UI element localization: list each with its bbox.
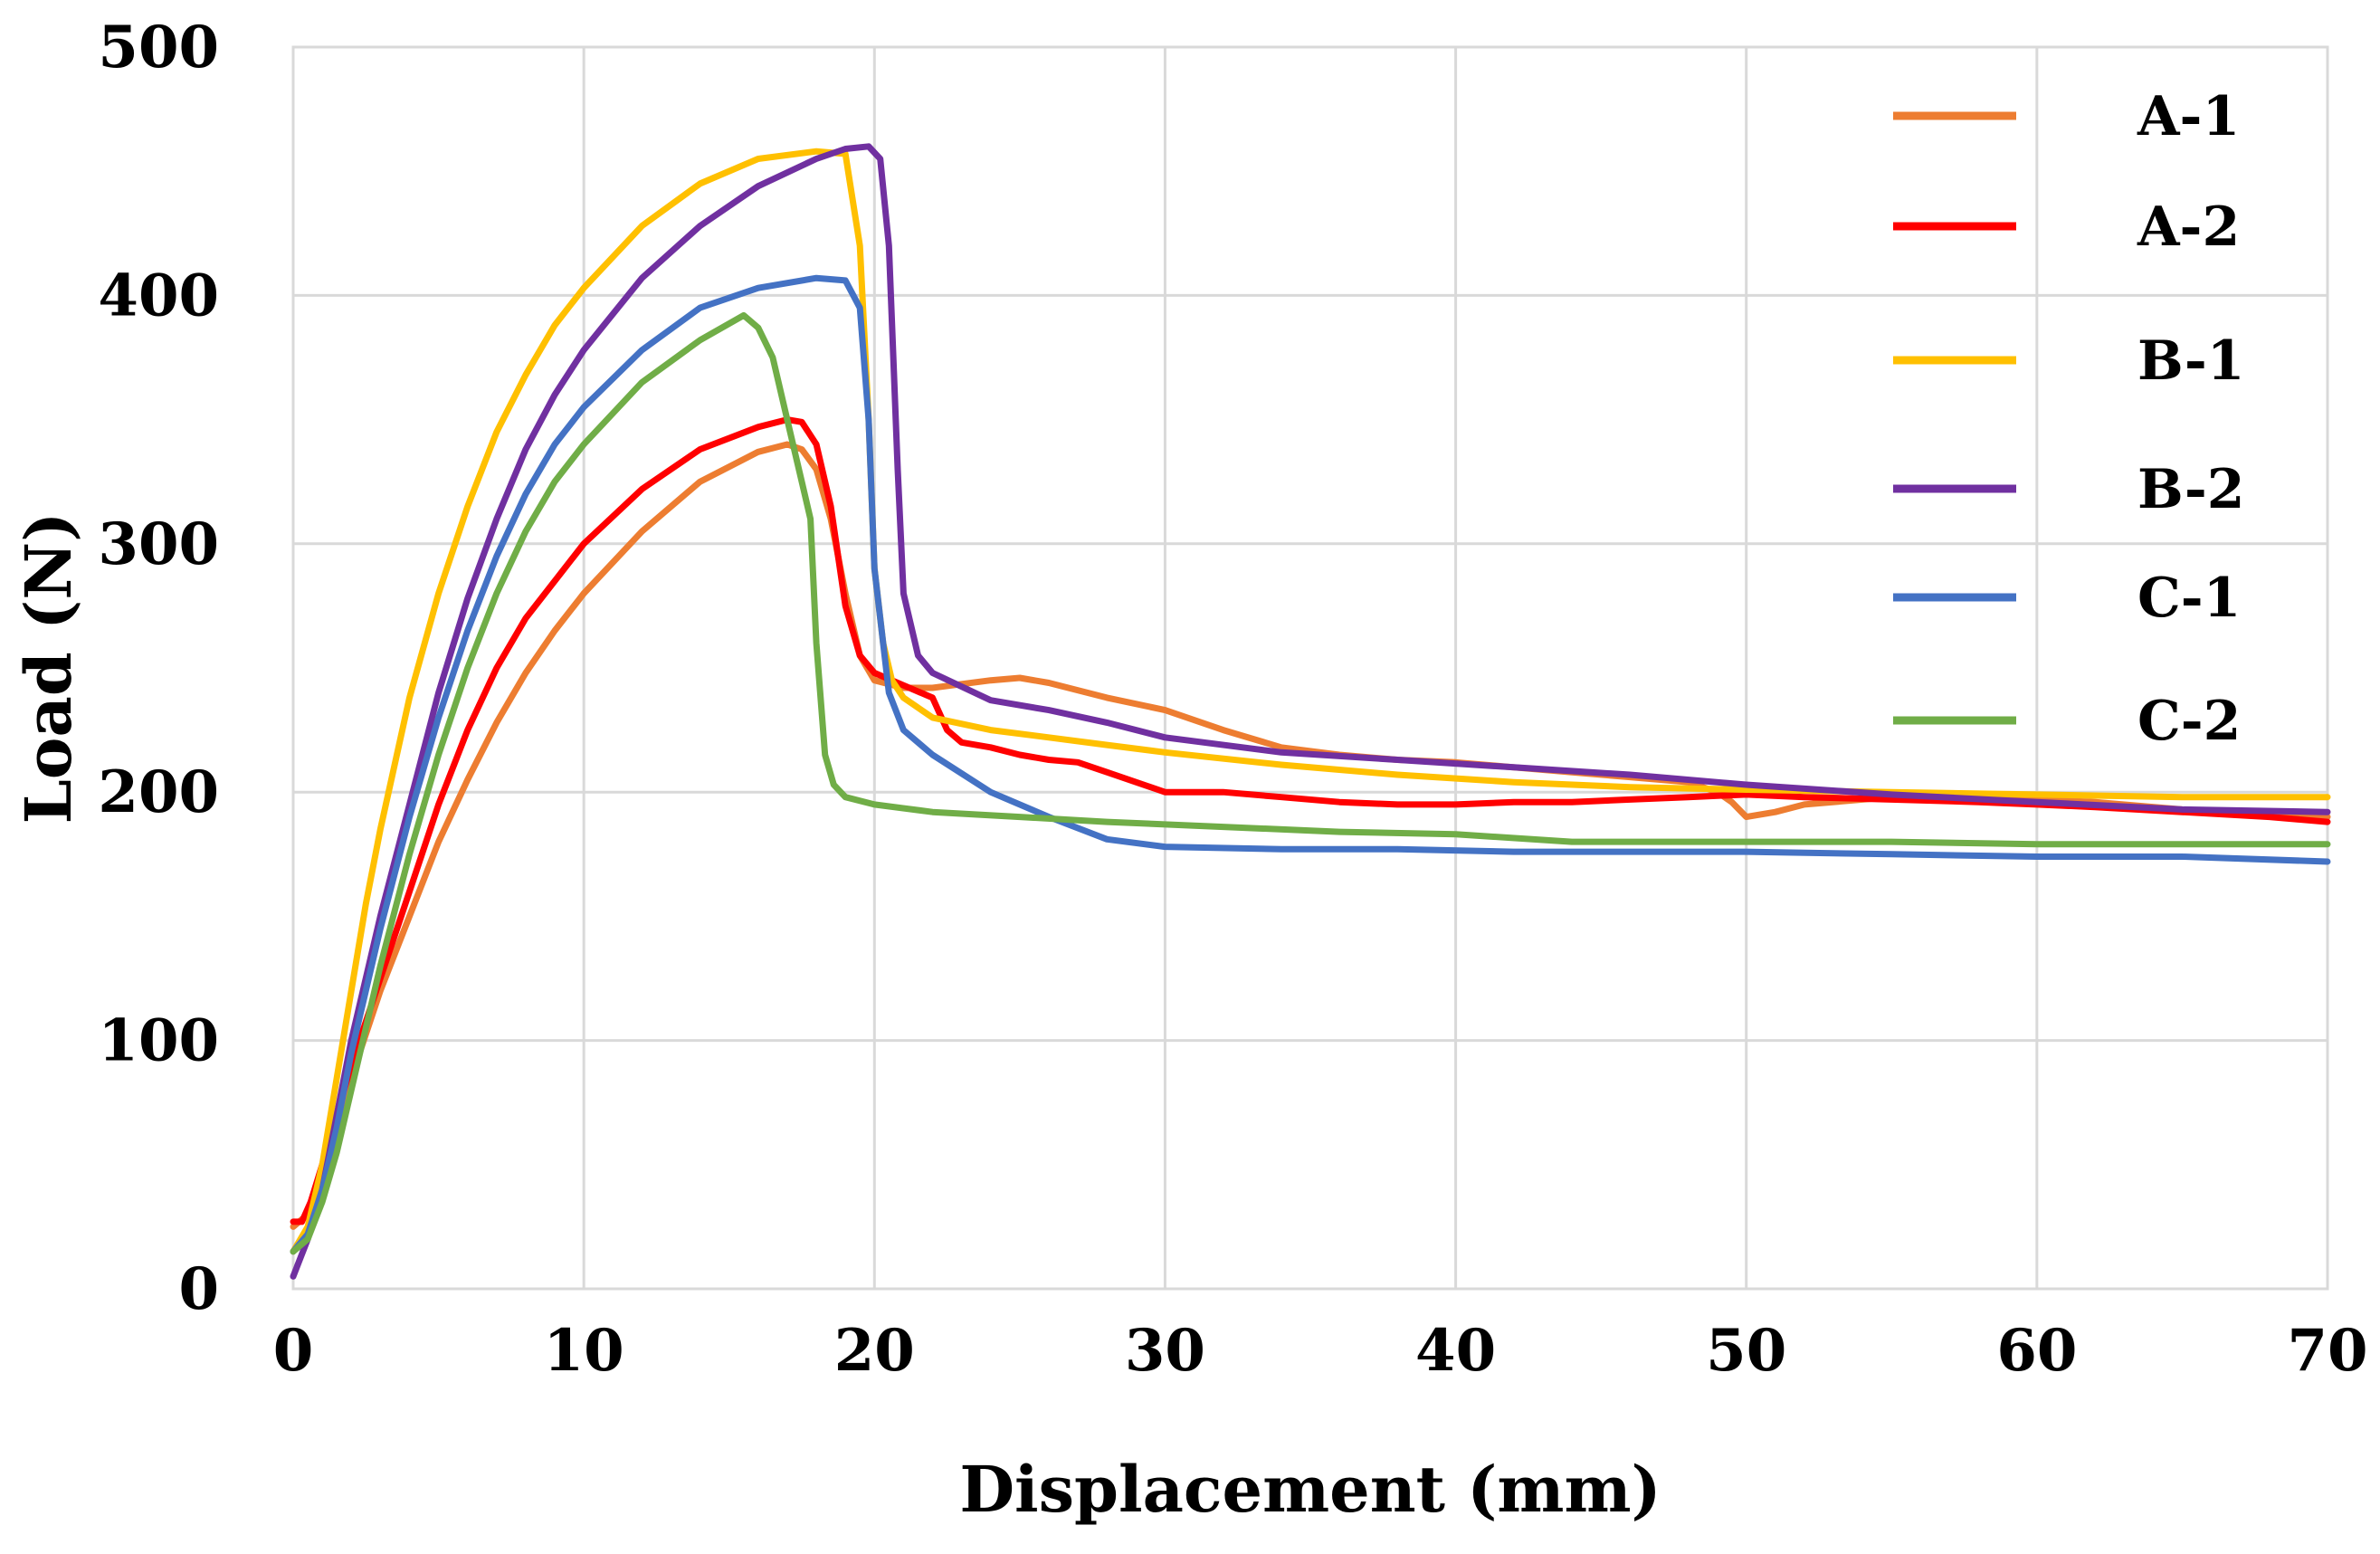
x-tick-label: 30: [1125, 1317, 1205, 1385]
x-tick-label: 10: [544, 1317, 624, 1385]
y-axis-ticks: 0 100 200 300 400 500: [98, 14, 219, 1323]
legend-label-b-1: B-1: [2137, 329, 2244, 393]
y-tick-label: 100: [98, 1007, 219, 1075]
x-tick-label: 40: [1415, 1317, 1496, 1385]
x-tick-label: 60: [1996, 1317, 2077, 1385]
legend-label-c-2: C-2: [2137, 690, 2241, 753]
y-tick-label: 400: [98, 262, 219, 329]
series-line-b-2: [290, 143, 2331, 1280]
y-tick-label: 0: [178, 1255, 219, 1323]
series-layer: [290, 143, 2331, 1280]
legend-label-c-1: C-1: [2137, 567, 2241, 630]
legend: A-1 A-2 B-1 B-2 C-1 C-2: [1893, 85, 2244, 753]
legend-label-a-2: A-2: [2137, 195, 2240, 259]
x-tick-label: 0: [273, 1317, 314, 1385]
series-line-b-1: [290, 148, 2331, 1255]
legend-label-a-1: A-1: [2137, 85, 2240, 148]
series-line-a-2: [290, 416, 2331, 1225]
series-line-c-2: [290, 311, 2331, 1255]
legend-label-b-2: B-2: [2137, 458, 2244, 521]
y-tick-label: 300: [98, 510, 219, 578]
series-line-c-1: [290, 274, 2331, 1255]
plot-frame: [291, 45, 2329, 1291]
x-axis-title: Displacement (mm): [959, 1452, 1661, 1527]
series-line-a-1: [290, 441, 2331, 1230]
x-tick-label: 20: [834, 1317, 915, 1385]
x-tick-label: 70: [2287, 1317, 2367, 1385]
y-axis-title: Load (N): [11, 512, 86, 825]
grid-layer: [291, 45, 2329, 1291]
y-tick-label: 200: [98, 758, 219, 826]
y-tick-label: 500: [98, 14, 219, 81]
x-axis-ticks: 0 10 20 30 40 50 60 70: [273, 1317, 2368, 1385]
x-tick-label: 50: [1706, 1317, 1786, 1385]
